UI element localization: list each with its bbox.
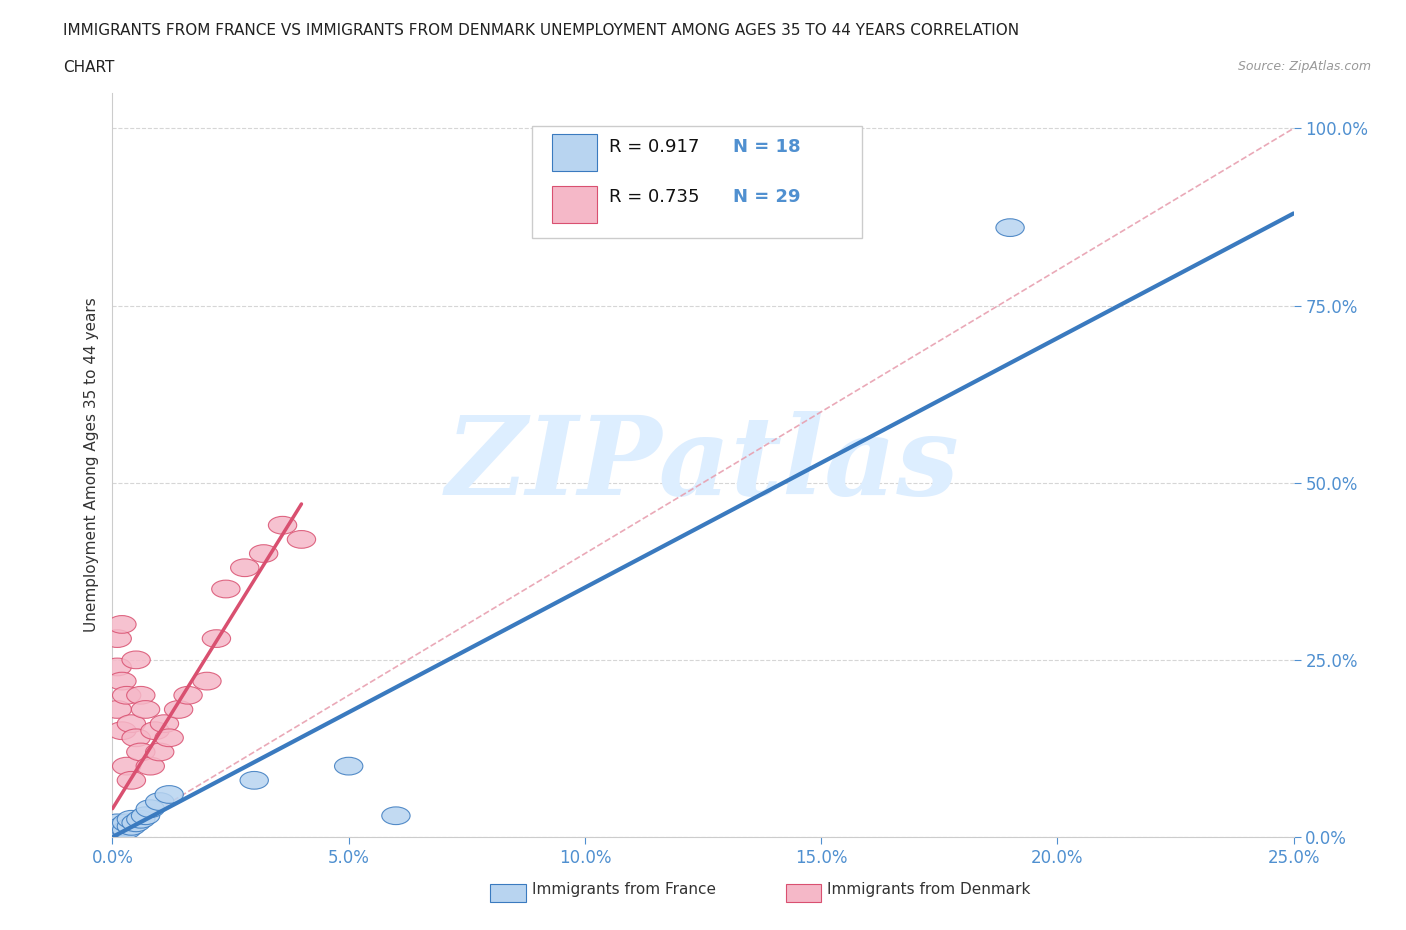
Ellipse shape [335,757,363,775]
Text: N = 18: N = 18 [733,138,800,155]
FancyBboxPatch shape [551,186,596,223]
Ellipse shape [136,800,165,817]
Y-axis label: Unemployment Among Ages 35 to 44 years: Unemployment Among Ages 35 to 44 years [83,298,98,632]
Text: N = 29: N = 29 [733,188,800,206]
FancyBboxPatch shape [786,884,821,902]
Ellipse shape [112,821,141,839]
FancyBboxPatch shape [491,884,526,902]
Ellipse shape [117,715,146,733]
Ellipse shape [136,757,165,775]
Ellipse shape [202,630,231,647]
Ellipse shape [141,722,169,739]
Text: CHART: CHART [63,60,115,75]
Ellipse shape [150,715,179,733]
Ellipse shape [287,530,315,549]
Ellipse shape [131,807,160,825]
Ellipse shape [146,743,174,761]
Text: R = 0.735: R = 0.735 [609,188,699,206]
Ellipse shape [165,700,193,718]
Ellipse shape [108,722,136,739]
Ellipse shape [146,792,174,810]
Ellipse shape [240,772,269,790]
Ellipse shape [231,559,259,577]
Ellipse shape [174,686,202,704]
Ellipse shape [995,219,1024,236]
Text: R = 0.917: R = 0.917 [609,138,699,155]
Ellipse shape [103,821,131,839]
Ellipse shape [127,810,155,828]
Ellipse shape [155,729,183,747]
Ellipse shape [108,616,136,633]
Ellipse shape [112,757,141,775]
FancyBboxPatch shape [551,134,596,171]
Ellipse shape [108,672,136,690]
FancyBboxPatch shape [531,126,862,238]
Ellipse shape [122,814,150,831]
Ellipse shape [122,729,150,747]
Ellipse shape [127,743,155,761]
Text: Immigrants from France: Immigrants from France [531,882,716,897]
Ellipse shape [127,686,155,704]
Text: Source: ZipAtlas.com: Source: ZipAtlas.com [1237,60,1371,73]
Ellipse shape [117,772,146,790]
Text: ZIPatlas: ZIPatlas [446,411,960,519]
Ellipse shape [155,786,183,804]
Ellipse shape [122,651,150,669]
Ellipse shape [117,817,146,835]
Text: Immigrants from Denmark: Immigrants from Denmark [827,882,1031,897]
Ellipse shape [103,658,131,676]
Ellipse shape [108,825,136,843]
Ellipse shape [131,700,160,718]
Ellipse shape [112,686,141,704]
Ellipse shape [382,807,411,825]
Ellipse shape [249,545,278,563]
Ellipse shape [117,810,146,828]
Ellipse shape [112,814,141,831]
Ellipse shape [103,814,131,831]
Ellipse shape [212,580,240,598]
Text: IMMIGRANTS FROM FRANCE VS IMMIGRANTS FROM DENMARK UNEMPLOYMENT AMONG AGES 35 TO : IMMIGRANTS FROM FRANCE VS IMMIGRANTS FRO… [63,23,1019,38]
Ellipse shape [269,516,297,534]
Ellipse shape [108,817,136,835]
Ellipse shape [103,630,131,647]
Ellipse shape [103,700,131,718]
Ellipse shape [193,672,221,690]
